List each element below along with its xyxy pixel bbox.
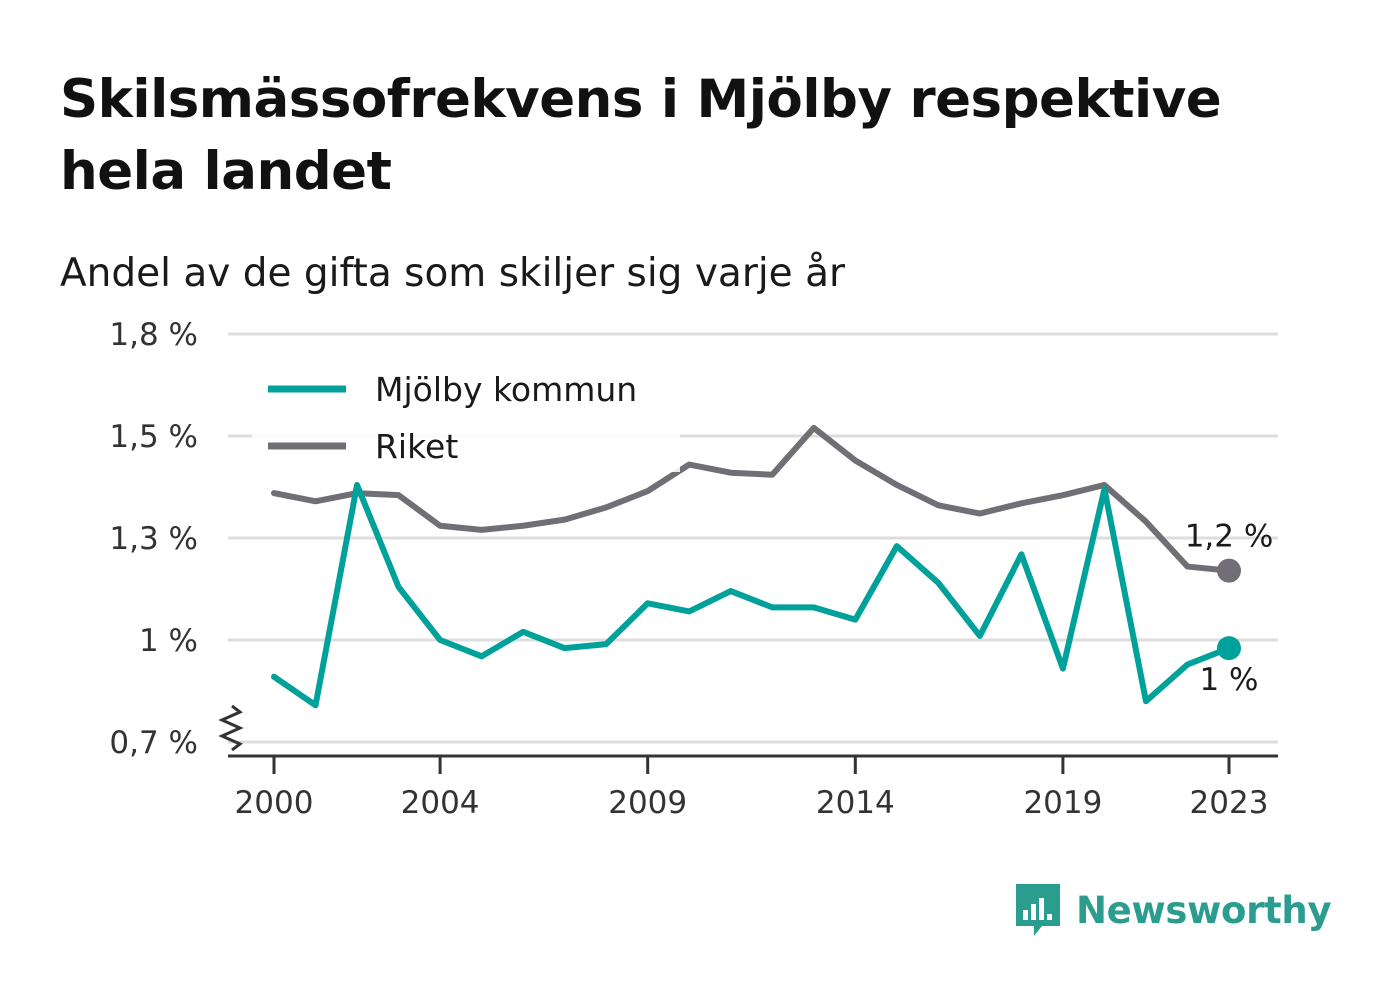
x-axis (218, 704, 1278, 758)
brand-logo: Newsworthy (1012, 880, 1332, 940)
y-tick-label: 1,8 % (109, 317, 198, 353)
y-axis-labels: 0,7 % 1 % 1,3 % 1,5 % 1,8 % (109, 317, 198, 761)
end-labels: 1,2 % 1 % (1185, 519, 1274, 699)
legend-background (252, 356, 680, 472)
series-line-riket (271, 424, 1232, 574)
series-line-mjolby (271, 481, 1232, 709)
y-tick-label: 0,7 % (109, 725, 198, 761)
y-tick-label: 1 % (139, 623, 198, 659)
series-lines (271, 424, 1241, 709)
x-tick-label: 2004 (401, 785, 480, 821)
bar-chart-speech-bubble-icon (1016, 884, 1060, 936)
chart-title: Skilsmässofrekvens i Mjölby respektive h… (60, 69, 1222, 202)
y-tick-label: 1,3 % (109, 521, 198, 557)
end-label-riket: 1,2 % (1185, 519, 1274, 555)
x-tick-label: 2023 (1190, 785, 1269, 821)
brand-name: Newsworthy (1076, 888, 1332, 932)
chart-subtitle: Andel av de gifta som skiljer sig varje … (60, 251, 846, 296)
x-tick-label: 2019 (1023, 785, 1102, 821)
y-tick-label: 1,5 % (109, 419, 198, 455)
grid-lines (228, 332, 1278, 744)
legend-label: Riket (375, 427, 458, 466)
legend: Mjölby kommun Riket (252, 356, 680, 472)
end-point-mjolby (1217, 636, 1241, 661)
x-tick-label: 2009 (608, 785, 687, 821)
x-tick-label: 2014 (816, 785, 895, 821)
legend-label: Mjölby kommun (375, 370, 637, 409)
axis-break-mark (218, 704, 244, 752)
end-label-mjolby: 1 % (1199, 662, 1258, 698)
x-axis-labels: 2000 2004 2009 2014 2019 2023 (235, 756, 1269, 821)
x-tick-label: 2000 (235, 785, 314, 821)
end-point-riket (1217, 558, 1241, 583)
